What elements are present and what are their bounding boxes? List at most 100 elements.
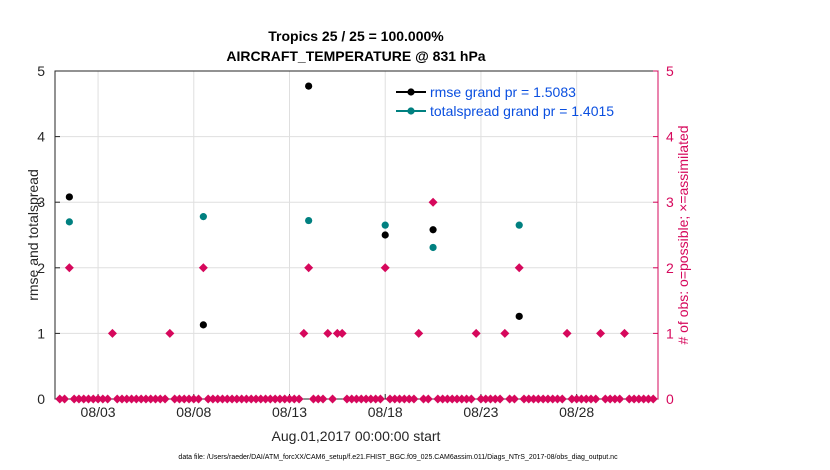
legend-marker-rmse <box>407 88 415 96</box>
obs-count-point <box>356 394 366 404</box>
x-axis-label: Aug.01,2017 00:00:00 start <box>272 428 441 444</box>
obs-count-point <box>246 394 256 404</box>
obs-count-point <box>289 394 299 404</box>
obs-count-point <box>610 394 620 404</box>
obs-count-point <box>189 394 199 404</box>
obs-count-point <box>596 328 606 338</box>
rmse-point <box>429 226 437 234</box>
rmse-point <box>199 321 207 329</box>
obs-count-point <box>615 394 625 404</box>
data-marks <box>55 82 658 404</box>
obs-count-point <box>629 394 639 404</box>
obs-count-point <box>122 394 132 404</box>
obs-count-point <box>352 394 361 404</box>
obs-count-point <box>505 394 515 404</box>
obs-count-point <box>232 394 242 404</box>
chart-title-line1: Tropics 25 / 25 = 100.000% <box>268 28 444 44</box>
obs-count-point <box>280 394 290 404</box>
obs-count-point <box>399 394 409 404</box>
obs-count-point <box>375 394 385 404</box>
obs-count-point <box>543 394 553 404</box>
obs-count-point <box>251 394 261 404</box>
obs-count-point <box>586 394 596 404</box>
legend: rmse grand pr = 1.5083 totalspread grand … <box>396 84 614 119</box>
obs-count-point <box>380 263 390 273</box>
x-axis-ticks: 08/03 08/08 08/13 08/18 08/23 08/28 <box>81 394 594 420</box>
obs-count-point <box>538 394 548 404</box>
obs-count-point <box>332 328 342 338</box>
obs-count-point <box>433 394 443 404</box>
chart-title-line2: AIRCRAFT_TEMPERATURE @ 831 hPa <box>226 48 485 64</box>
obs-count-point <box>620 328 629 338</box>
obs-count-point <box>414 328 424 338</box>
obs-count-point <box>462 394 472 404</box>
obs-count-point <box>509 394 519 404</box>
obs-count-point <box>591 394 601 404</box>
obs-count-point <box>342 394 352 404</box>
obs-count-point <box>533 394 543 404</box>
obs-count-point <box>567 394 577 404</box>
obs-count-point <box>476 394 486 404</box>
obs-count-point <box>208 394 218 404</box>
obs-count-point <box>395 394 405 404</box>
obs-count-point <box>495 394 505 404</box>
obs-count-point <box>265 394 275 404</box>
totalspread-point <box>199 213 207 221</box>
obs-count-point <box>237 394 247 404</box>
obs-count-point <box>600 394 610 404</box>
obs-count-point <box>98 394 108 404</box>
obs-count-point <box>581 394 591 404</box>
y-left-tick-label: 2 <box>37 260 45 276</box>
obs-count-point <box>256 394 266 404</box>
obs-count-point <box>514 263 524 273</box>
obs-count-point <box>447 394 457 404</box>
obs-count-point <box>486 394 495 404</box>
obs-count-point <box>557 394 567 404</box>
obs-count-point <box>308 394 318 404</box>
rmse-point <box>381 231 389 239</box>
obs-count-point <box>643 394 653 404</box>
obs-count-point <box>605 394 615 404</box>
obs-count-point <box>155 394 165 404</box>
obs-count-point <box>442 394 452 404</box>
obs-count-point <box>146 394 156 404</box>
totalspread-point <box>515 221 523 229</box>
obs-count-point <box>452 394 462 404</box>
obs-count-point <box>93 394 103 404</box>
obs-count-point <box>184 394 194 404</box>
y-left-tick-label: 1 <box>37 325 45 341</box>
y-axis-left-label: rmse and totalspread <box>25 169 41 301</box>
obs-count-point <box>241 394 251 404</box>
grid <box>55 71 658 399</box>
obs-count-point <box>64 263 74 273</box>
x-tick-label: 08/23 <box>463 404 498 420</box>
rmse-point <box>65 193 73 201</box>
obs-count-point <box>213 394 223 404</box>
totalspread-point <box>381 221 389 229</box>
legend-label-totalspread: totalspread grand pr = 1.4015 <box>430 103 614 119</box>
obs-count-point <box>313 394 323 404</box>
y-axis-right-ticks: 0 1 2 3 4 5 <box>653 63 674 407</box>
legend-label-rmse: rmse grand pr = 1.5083 <box>430 84 576 100</box>
obs-count-point <box>490 394 500 404</box>
obs-count-point <box>548 394 558 404</box>
obs-count-point <box>160 394 170 404</box>
y-left-tick-label: 0 <box>37 391 45 407</box>
y-right-tick-label: 3 <box>666 194 674 210</box>
obs-count-point <box>141 394 151 404</box>
obs-count-point <box>198 263 208 273</box>
obs-count-point <box>275 394 285 404</box>
obs-count-point <box>347 394 357 404</box>
obs-count-point <box>323 328 333 338</box>
obs-count-point <box>390 394 400 404</box>
obs-count-point <box>136 394 146 404</box>
obs-count-point <box>639 394 649 404</box>
y-right-tick-label: 4 <box>666 129 674 145</box>
rmse-point <box>305 82 313 90</box>
obs-count-point <box>218 394 227 404</box>
obs-count-point <box>371 394 381 404</box>
totalspread-point <box>65 218 73 226</box>
obs-count-point <box>74 394 84 404</box>
obs-count-point <box>524 394 534 404</box>
rmse-point <box>515 312 523 320</box>
